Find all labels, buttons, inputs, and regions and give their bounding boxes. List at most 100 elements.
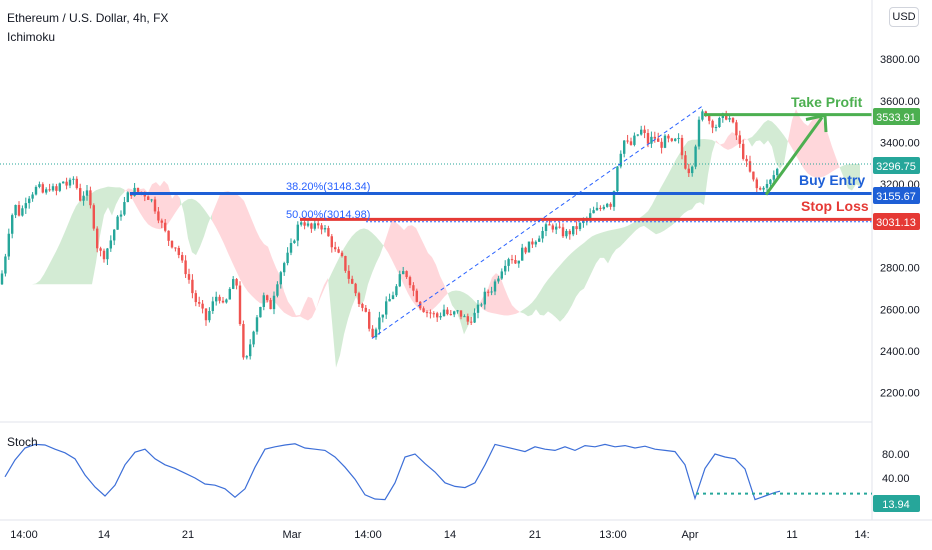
svg-text:3533.91: 3533.91 bbox=[876, 112, 916, 124]
candle-body bbox=[204, 308, 208, 321]
time-tick: 13:00 bbox=[599, 529, 627, 541]
time-tick: 14 bbox=[444, 529, 456, 541]
cloud-segment bbox=[632, 220, 636, 235]
candle-body bbox=[670, 138, 673, 141]
candle-body bbox=[538, 238, 541, 242]
candle-body bbox=[765, 184, 769, 188]
candle-body bbox=[17, 204, 21, 216]
svg-text:3031.13: 3031.13 bbox=[876, 217, 916, 229]
candle-body bbox=[456, 310, 459, 312]
buy-entry-tag: 3155.67 bbox=[873, 187, 920, 204]
cloud-segment bbox=[360, 228, 364, 306]
candle-body bbox=[150, 199, 153, 201]
cloud-segment bbox=[136, 189, 140, 213]
candle-body bbox=[517, 260, 520, 264]
candle-body bbox=[412, 285, 415, 291]
cloud-segment bbox=[408, 225, 412, 301]
cloud-segment bbox=[288, 301, 292, 317]
candle-body bbox=[544, 224, 548, 231]
candle-body bbox=[300, 222, 303, 225]
indicator-label[interactable]: Ichimoku bbox=[7, 30, 56, 44]
buy-entry-label: Buy Entry bbox=[799, 172, 865, 188]
candle-body bbox=[11, 215, 14, 234]
cloud-segment bbox=[856, 164, 860, 187]
candle-body bbox=[235, 279, 238, 286]
candle-body bbox=[405, 271, 408, 278]
cloud-segment bbox=[708, 139, 712, 175]
candle-body bbox=[677, 137, 680, 139]
candle-body bbox=[72, 178, 75, 180]
cloud-segment bbox=[660, 182, 664, 233]
candle-body bbox=[714, 127, 718, 129]
candle-body bbox=[453, 311, 456, 315]
time-tick: 11 bbox=[786, 529, 797, 541]
candle-body bbox=[619, 153, 622, 167]
cloud-segment bbox=[732, 132, 736, 149]
candle-body bbox=[568, 230, 571, 235]
cloud-segment bbox=[72, 206, 76, 285]
cloud-segment bbox=[388, 219, 392, 261]
cloud-segment bbox=[640, 214, 644, 228]
candle-body bbox=[296, 224, 299, 241]
time-tick: 14:00 bbox=[10, 529, 38, 541]
candle-body bbox=[735, 122, 738, 136]
cloud-segment bbox=[60, 233, 64, 285]
cloud-segment bbox=[312, 298, 316, 318]
cloud-segment bbox=[624, 225, 628, 243]
candle-body bbox=[337, 249, 340, 253]
candle-body bbox=[759, 188, 762, 190]
cloud-segment bbox=[480, 295, 484, 310]
cloud-segment bbox=[252, 220, 256, 300]
candle-body bbox=[626, 140, 629, 142]
candle-body bbox=[687, 168, 690, 174]
currency-button[interactable]: USD bbox=[889, 7, 919, 27]
candle-body bbox=[303, 222, 306, 226]
candle-body bbox=[34, 186, 38, 195]
cloud-segment bbox=[760, 122, 764, 145]
price-tick: 3800.00 bbox=[880, 54, 920, 66]
candle-body bbox=[561, 227, 565, 237]
candle-body bbox=[317, 223, 320, 226]
candle-body bbox=[606, 203, 609, 207]
candle-body bbox=[524, 247, 527, 253]
candle-body bbox=[7, 233, 10, 257]
candle-body bbox=[507, 259, 510, 266]
candle-body bbox=[181, 255, 184, 261]
candle-body bbox=[266, 295, 269, 301]
cloud-segment bbox=[472, 298, 476, 318]
chart-title[interactable]: Ethereum / U.S. Dollar, 4h, FX bbox=[7, 11, 169, 25]
candle-body bbox=[113, 229, 116, 241]
candle-body bbox=[194, 293, 197, 303]
cloud-segment bbox=[548, 274, 552, 315]
candle-body bbox=[504, 265, 507, 272]
cloud-segment bbox=[832, 146, 836, 172]
candle-body bbox=[187, 274, 191, 280]
cloud-segment bbox=[412, 225, 416, 306]
cloud-segment bbox=[260, 238, 264, 304]
cloud-segment bbox=[600, 231, 604, 258]
cloud-segment bbox=[684, 141, 688, 214]
cloud-segment bbox=[52, 251, 56, 285]
cloud-segment bbox=[384, 232, 388, 253]
candle-body bbox=[24, 203, 27, 209]
stoch-label[interactable]: Stoch bbox=[7, 435, 38, 449]
cloud-segment bbox=[284, 291, 288, 315]
candle-body bbox=[354, 283, 357, 294]
cloud-segment bbox=[560, 260, 564, 322]
cloud-segment bbox=[836, 157, 840, 170]
time-scale[interactable]: 14:00 14 21 Mar 14:00 14 21 13:00 Apr 11 14: bbox=[10, 529, 869, 541]
candle-body bbox=[381, 314, 384, 318]
candle-body bbox=[38, 184, 41, 187]
candle-body bbox=[473, 312, 476, 323]
candle-body bbox=[708, 116, 711, 121]
cloud-segment bbox=[628, 223, 632, 239]
candle-body bbox=[439, 316, 442, 318]
candle-body bbox=[612, 191, 616, 207]
cloud-segment bbox=[204, 208, 208, 237]
cloud-segment bbox=[344, 241, 348, 335]
cloud-segment bbox=[192, 198, 196, 256]
candle-body bbox=[466, 316, 469, 322]
cloud-segment bbox=[336, 256, 340, 368]
candle-body bbox=[330, 236, 333, 248]
